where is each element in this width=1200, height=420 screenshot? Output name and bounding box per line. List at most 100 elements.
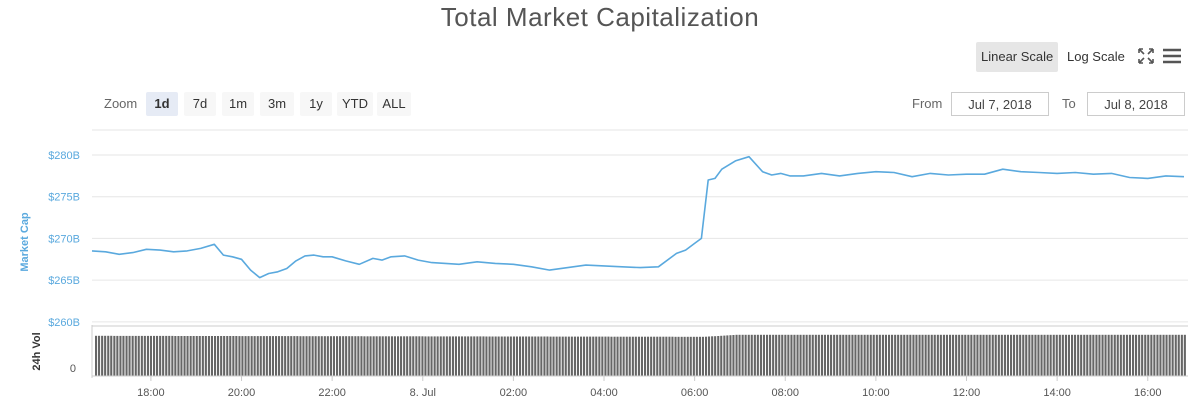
volume-bar (793, 334, 796, 376)
volume-bar (546, 336, 549, 376)
zoom-button-all[interactable]: ALL (377, 92, 411, 116)
zoom-button-1d[interactable]: 1d (146, 92, 178, 116)
volume-bar (534, 336, 537, 376)
zoom-button-7d[interactable]: 7d (184, 92, 216, 116)
volume-bar (467, 336, 470, 376)
volume-bar (936, 334, 939, 376)
volume-bar (525, 336, 528, 376)
log-scale-button[interactable]: Log Scale (1067, 49, 1125, 64)
volume-bar (445, 336, 448, 376)
zoom-button-1y[interactable]: 1y (300, 92, 332, 116)
volume-bar (348, 336, 351, 376)
linear-scale-button[interactable]: Linear Scale (976, 42, 1059, 72)
volume-bar (720, 335, 723, 376)
volume-bar (735, 334, 738, 376)
zoom-button-ytd[interactable]: YTD (337, 92, 373, 116)
volume-bar (1135, 334, 1138, 376)
volume-bar (1086, 334, 1089, 376)
volume-bar (1141, 334, 1144, 376)
x-tick-label: 04:00 (590, 387, 618, 399)
volume-bar (775, 334, 778, 376)
volume-bar (878, 334, 881, 376)
zoom-label: Zoom (104, 96, 138, 111)
volume-bar (994, 334, 997, 376)
volume-axis-title: 24h Vol (31, 332, 43, 370)
zoom-button-3m[interactable]: 3m (260, 92, 294, 116)
volume-bar (811, 334, 814, 376)
volume-bar (192, 336, 195, 376)
volume-bar (665, 336, 668, 376)
volume-bar (1125, 334, 1128, 376)
volume-bar (848, 334, 851, 376)
volume-bar (836, 334, 839, 376)
to-date-input[interactable] (1087, 92, 1185, 116)
volume-bar (958, 334, 961, 376)
volume-bar (464, 336, 467, 376)
volume-bar (461, 336, 464, 376)
volume-bar (207, 336, 210, 376)
volume-bar (705, 336, 708, 376)
volume-bar (741, 334, 744, 376)
x-tick-label: 12:00 (953, 387, 981, 399)
volume-bar (503, 336, 506, 376)
volume-bar (814, 334, 817, 376)
volume-bar (595, 336, 598, 376)
volume-bar (320, 336, 323, 376)
volume-bar (473, 336, 476, 376)
volume-bar (860, 334, 863, 376)
volume-bar (909, 334, 912, 376)
hamburger-menu-icon[interactable] (1160, 44, 1184, 68)
volume-bar (281, 336, 284, 376)
volume-bar (1006, 334, 1009, 376)
volume-bar (997, 334, 1000, 376)
volume-bar (759, 334, 762, 376)
volume-bar (180, 336, 183, 376)
volume-bar (506, 336, 509, 376)
volume-bar (778, 334, 781, 376)
volume-bar (659, 336, 662, 376)
volume-bar (1071, 334, 1074, 376)
volume-bar (384, 336, 387, 376)
volume-bar (714, 336, 717, 376)
volume-bar (479, 336, 482, 376)
x-tick-label: 22:00 (318, 387, 346, 399)
volume-bar (1016, 334, 1019, 376)
from-date-input[interactable] (951, 92, 1049, 116)
volume-bar (927, 334, 930, 376)
y-tick-label: $260B (48, 317, 80, 329)
volume-bar (317, 336, 320, 376)
volume-bar (244, 336, 247, 376)
y-tick-label: $270B (48, 233, 80, 245)
volume-bar (214, 336, 217, 376)
volume-bar (845, 334, 848, 376)
volume-bar (750, 334, 753, 376)
volume-bar (619, 336, 622, 376)
volume-bar (622, 336, 625, 376)
volume-bar (784, 334, 787, 376)
volume-bar (336, 336, 339, 376)
volume-bar (985, 334, 988, 376)
fullscreen-icon[interactable] (1134, 44, 1158, 68)
volume-bar (921, 334, 924, 376)
volume-bar (195, 336, 198, 376)
volume-bar (372, 336, 375, 376)
volume-bar (537, 336, 540, 376)
volume-bar (1165, 334, 1168, 376)
volume-bar (232, 336, 235, 376)
volume-bar (1128, 334, 1131, 376)
volume-bar (1159, 334, 1162, 376)
volume-bar (711, 336, 714, 376)
volume-bar (448, 336, 451, 376)
volume-bar (128, 335, 131, 376)
volume-bar (1122, 334, 1125, 376)
volume-bar (790, 334, 793, 376)
volume-bar (268, 336, 271, 376)
volume-bar (210, 336, 213, 376)
volume-bar (1174, 334, 1177, 376)
x-tick-label: 10:00 (862, 387, 890, 399)
zoom-button-1m[interactable]: 1m (222, 92, 254, 116)
volume-bar (842, 334, 845, 376)
volume-bar (933, 334, 936, 376)
x-tick-label: 20:00 (228, 387, 256, 399)
